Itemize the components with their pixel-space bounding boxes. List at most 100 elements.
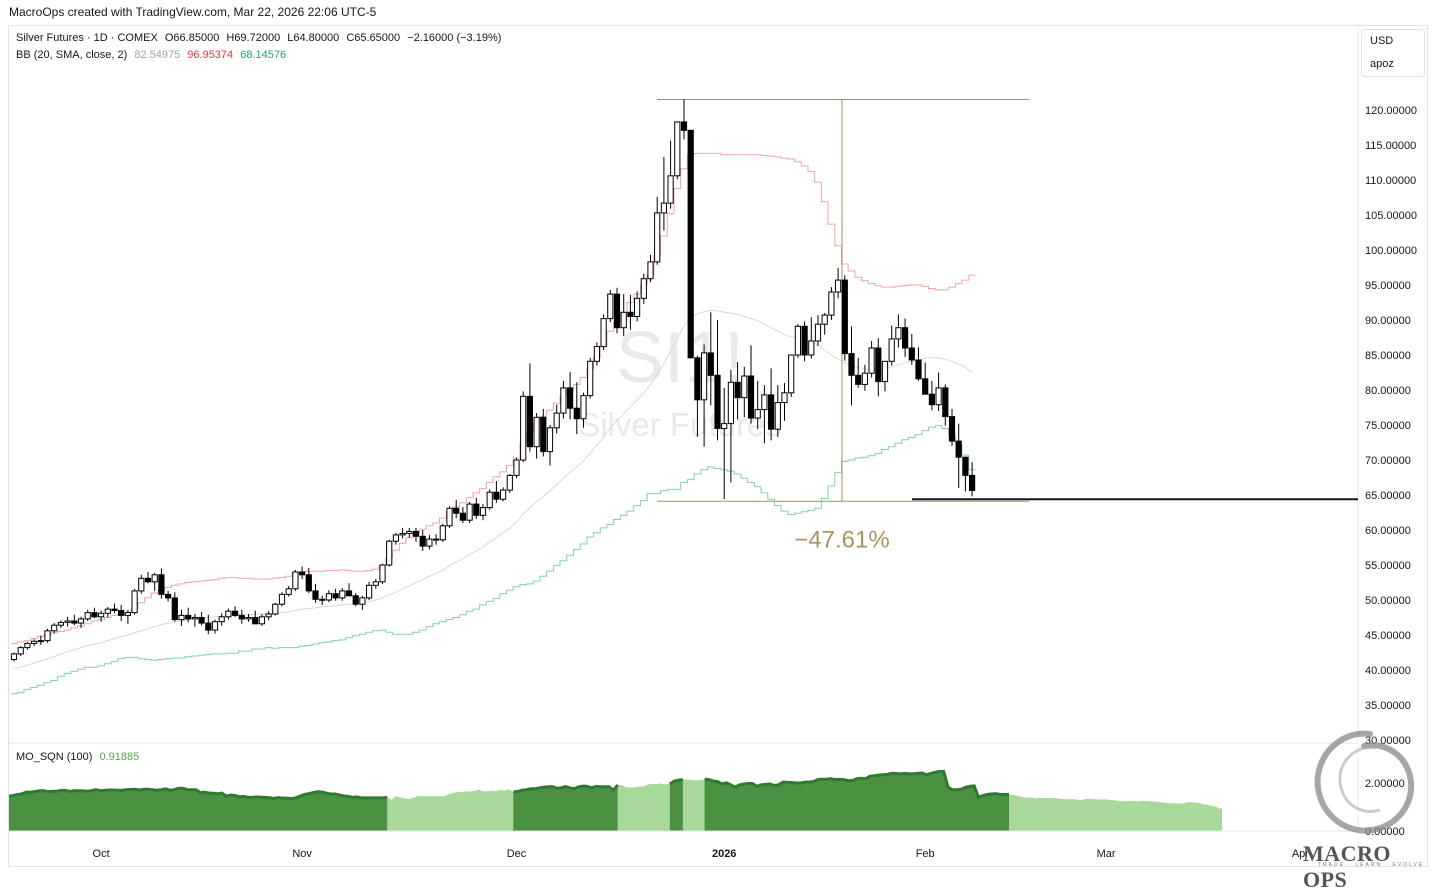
candle-body <box>399 533 406 536</box>
bb-basis-value: 82.54975 <box>134 49 181 61</box>
candle-body <box>553 412 560 429</box>
candle-body <box>560 387 567 414</box>
candle-body <box>111 608 118 611</box>
currency-label: USD <box>1370 35 1394 47</box>
price-tick-label: 50.00000 <box>1365 595 1411 607</box>
candle-body <box>513 459 520 476</box>
price-chart[interactable]: 30.0000035.0000040.0000045.0000050.00000… <box>0 0 1435 872</box>
candle-body <box>647 261 654 280</box>
candle-body <box>299 571 306 576</box>
candle-body <box>915 359 922 380</box>
candle-body <box>198 617 205 624</box>
time-tick-label: Feb <box>916 848 935 860</box>
candle-body <box>969 474 976 491</box>
candles <box>10 99 976 662</box>
candle-body <box>493 491 500 500</box>
bb-lower-value: 68.14576 <box>240 49 287 61</box>
candle-body <box>607 293 614 320</box>
candle-body <box>855 374 862 385</box>
candle-body <box>245 617 252 620</box>
candle-body <box>520 395 527 461</box>
price-tick-label: 115.00000 <box>1365 140 1416 152</box>
high-value: H69.72000 <box>226 32 281 44</box>
candle-body <box>774 402 781 430</box>
candle-body <box>962 456 969 476</box>
candle-body <box>808 340 815 356</box>
currency-selector[interactable]: USD apoz <box>1361 29 1425 77</box>
candle-body <box>10 653 18 661</box>
sqn-value: 0.91885 <box>99 751 140 763</box>
candle-body <box>714 374 721 429</box>
change-value: −2.16000 (−3.19%) <box>407 32 502 44</box>
candle-body <box>419 535 426 547</box>
sqn-area-dark <box>704 771 1009 831</box>
candle-body <box>272 603 279 615</box>
time-tick-label: Nov <box>292 848 312 860</box>
price-tick-label: 55.00000 <box>1365 560 1411 572</box>
candle-body <box>285 588 292 595</box>
candle-body <box>319 598 326 601</box>
candle-body <box>345 590 353 597</box>
candle-body <box>674 121 681 177</box>
candle-body <box>768 394 775 430</box>
candle-body <box>118 610 125 616</box>
price-tick-label: 60.00000 <box>1365 525 1411 537</box>
candle-body <box>138 577 145 592</box>
price-tick-label: 70.00000 <box>1365 455 1411 467</box>
candle-body <box>747 375 755 419</box>
candle-body <box>71 620 78 624</box>
candle-body <box>426 538 433 547</box>
candle-body <box>948 416 956 442</box>
candle-body <box>51 624 58 632</box>
sqn-label: MO_SQN (100) <box>16 751 93 763</box>
candle-body <box>77 618 85 624</box>
candle-body <box>922 378 929 395</box>
candle-body <box>828 291 835 316</box>
candle-body <box>868 347 875 374</box>
candle-body <box>232 610 239 616</box>
candle-body <box>57 621 64 626</box>
candle-body <box>372 581 379 586</box>
candle-body <box>895 327 902 340</box>
candle-body <box>620 311 627 329</box>
candle-body <box>433 538 440 541</box>
candle-body <box>781 392 788 404</box>
sqn-area-dark <box>513 784 618 831</box>
candle-body <box>613 293 621 329</box>
candle-body <box>225 610 232 618</box>
candle-body <box>881 360 889 383</box>
watermark-symbol: SI1! <box>615 318 745 398</box>
time-tick-label: Dec <box>507 848 527 860</box>
candle-body <box>312 590 319 600</box>
price-tick-label: 75.00000 <box>1365 420 1411 432</box>
candle-body <box>359 597 366 605</box>
low-value: L64.80000 <box>287 32 340 44</box>
price-tick-label: 45.00000 <box>1365 630 1411 642</box>
candle-body <box>178 614 185 621</box>
candle-body <box>841 279 848 355</box>
candle-body <box>600 318 607 348</box>
candle-body <box>91 612 98 618</box>
candle-body <box>151 574 158 583</box>
candle-body <box>533 416 540 448</box>
sqn-line-dark <box>513 783 619 794</box>
header-text: MacroOps created with TradingView.com, M… <box>9 5 377 19</box>
candle-body <box>439 525 446 541</box>
open-value: O66.85000 <box>164 32 220 44</box>
candle-body <box>587 360 594 397</box>
candle-body <box>741 375 748 399</box>
close-value: C65.65000 <box>346 32 401 44</box>
candle-body <box>211 621 219 631</box>
candle-body <box>64 620 71 623</box>
candle-body <box>144 577 152 583</box>
candle-body <box>875 347 882 383</box>
candle-body <box>546 427 554 453</box>
candle-body <box>406 530 413 535</box>
candle-body <box>258 616 265 625</box>
sqn-line-dark <box>704 770 1009 800</box>
sqn-line-dark <box>668 778 684 786</box>
candle-body <box>955 440 962 458</box>
candle-body <box>942 387 949 418</box>
candle-body <box>185 614 192 620</box>
sqn-legend: MO_SQN (100) 0.91885 <box>16 751 143 763</box>
